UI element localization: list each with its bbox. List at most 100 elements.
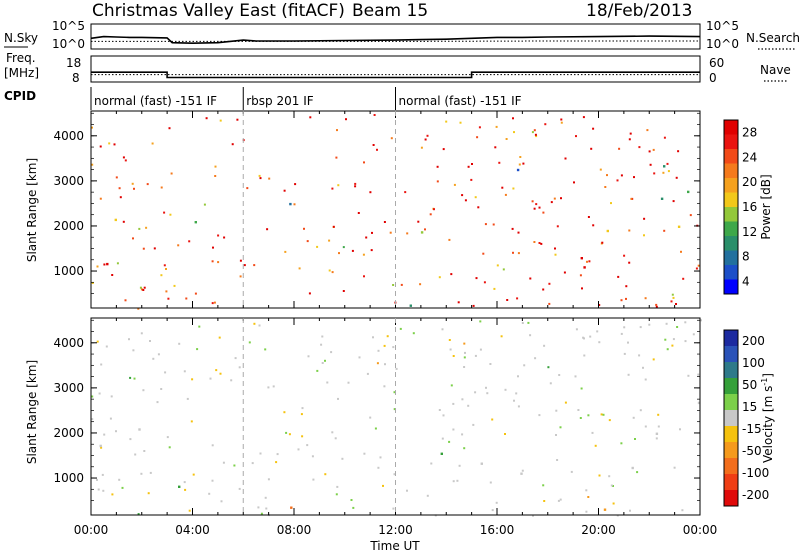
heatmap-cell <box>671 344 674 347</box>
heatmap-cell <box>345 118 347 121</box>
nsky-tick-top: 10^5 <box>52 19 85 33</box>
heatmap-cell <box>105 345 108 348</box>
heatmap-cell <box>574 375 577 378</box>
heatmap-cell <box>629 132 632 135</box>
heatmap-cell <box>167 297 170 300</box>
heatmap-cell <box>440 452 443 455</box>
heatmap-cell <box>550 201 553 204</box>
heatmap-cell <box>666 162 669 165</box>
heatmap-cell <box>555 434 557 436</box>
heatmap-cell <box>312 478 315 481</box>
heatmap-cell <box>392 507 395 510</box>
heatmap-cell <box>498 161 501 164</box>
heatmap-cell <box>138 428 141 431</box>
heatmap-cell <box>122 220 125 223</box>
heatmap-cell <box>653 172 656 175</box>
heatmap-cell <box>341 457 344 460</box>
heatmap-cell <box>137 307 140 310</box>
heatmap-cell <box>183 370 186 373</box>
heatmap-cell <box>442 148 445 151</box>
nave-label: Nave <box>760 63 791 77</box>
heatmap-cell <box>697 264 700 267</box>
heatmap-cell <box>579 417 582 419</box>
heatmap-cell <box>684 321 687 324</box>
heatmap-cell <box>185 297 188 300</box>
heatmap-cell <box>122 156 125 159</box>
power-colorbar-swatch <box>724 221 738 237</box>
heatmap-cell <box>504 193 507 196</box>
heatmap-cell <box>404 191 407 194</box>
power-colorbar-swatch <box>724 192 738 208</box>
freq-series-line <box>91 71 700 79</box>
heatmap-cell <box>599 168 602 171</box>
velocity-colorbar-tick: -100 <box>742 466 769 480</box>
heatmap-cell <box>284 250 287 253</box>
heatmap-cell <box>91 126 93 129</box>
heatmap-cell <box>470 178 473 181</box>
heatmap-cell <box>629 509 631 512</box>
heatmap-cell <box>118 187 121 190</box>
heatmap-cell <box>377 349 380 352</box>
heatmap-cell <box>138 227 141 230</box>
nsky-series-line <box>90 35 701 45</box>
heatmap-cell <box>209 377 212 380</box>
heatmap-cell <box>417 220 420 223</box>
heatmap-cell <box>248 341 251 344</box>
heatmap-cell <box>579 274 582 277</box>
heatmap-cell <box>234 357 237 360</box>
heatmap-cell <box>335 156 338 159</box>
heatmap-cell <box>211 444 214 447</box>
y-tick-label: 3000 <box>53 174 84 188</box>
heatmap-cell <box>639 326 642 329</box>
heatmap-cell <box>165 268 167 270</box>
heatmap-cell <box>591 431 594 434</box>
heatmap-cell <box>496 264 499 267</box>
heatmap-cell <box>533 129 536 132</box>
heatmap-cell <box>373 114 376 116</box>
heatmap-cell <box>677 150 680 153</box>
heatmap-cell <box>115 176 118 179</box>
heatmap-cell <box>549 382 552 385</box>
heatmap-cell <box>493 287 496 290</box>
heatmap-cell <box>529 334 532 337</box>
heatmap-cell <box>689 214 692 217</box>
heatmap-cell <box>463 342 466 345</box>
heatmap-cell <box>374 427 377 430</box>
heatmap-cell <box>257 506 260 509</box>
station-title: Christmas Valley East (fitACF) <box>92 1 345 21</box>
heatmap-cell <box>264 496 267 499</box>
heatmap-cell <box>542 288 545 291</box>
velocity-colorbar-tick: -50 <box>742 444 762 458</box>
heatmap-cell <box>238 366 241 369</box>
heatmap-cell <box>556 225 559 228</box>
heatmap-cell <box>424 138 427 141</box>
x-tick-label: 16:00 <box>480 523 515 537</box>
heatmap-cell <box>217 234 220 237</box>
heatmap-cell <box>220 500 223 503</box>
power-colorbar-tick: 20 <box>742 175 757 189</box>
heatmap-cell <box>436 180 439 183</box>
heatmap-cell <box>212 246 214 249</box>
power-colorbar-swatch <box>724 120 738 135</box>
heatmap-cell <box>173 284 176 287</box>
power-panel: 1000 2000 3000 4000 Slant Range [km] <box>25 110 701 310</box>
heatmap-cell <box>594 444 597 447</box>
heatmap-cell <box>620 174 623 177</box>
heatmap-cell <box>110 395 113 398</box>
heatmap-cell <box>441 328 444 331</box>
heatmap-cell <box>538 414 541 417</box>
heatmap-cell <box>149 471 152 474</box>
heatmap-cell <box>663 229 666 232</box>
heatmap-cell <box>618 147 621 150</box>
heatmap-cell <box>592 127 595 130</box>
heatmap-cell <box>429 213 432 216</box>
heatmap-cell <box>350 499 353 501</box>
heatmap-cell <box>620 442 623 445</box>
heatmap-cell <box>644 297 647 300</box>
heatmap-cell <box>564 157 567 160</box>
heatmap-cell <box>337 184 340 187</box>
heatmap-cell <box>91 395 94 398</box>
heatmap-cell <box>617 275 620 278</box>
velocity-colorbar-swatch <box>724 474 738 491</box>
heatmap-cell <box>268 177 271 180</box>
